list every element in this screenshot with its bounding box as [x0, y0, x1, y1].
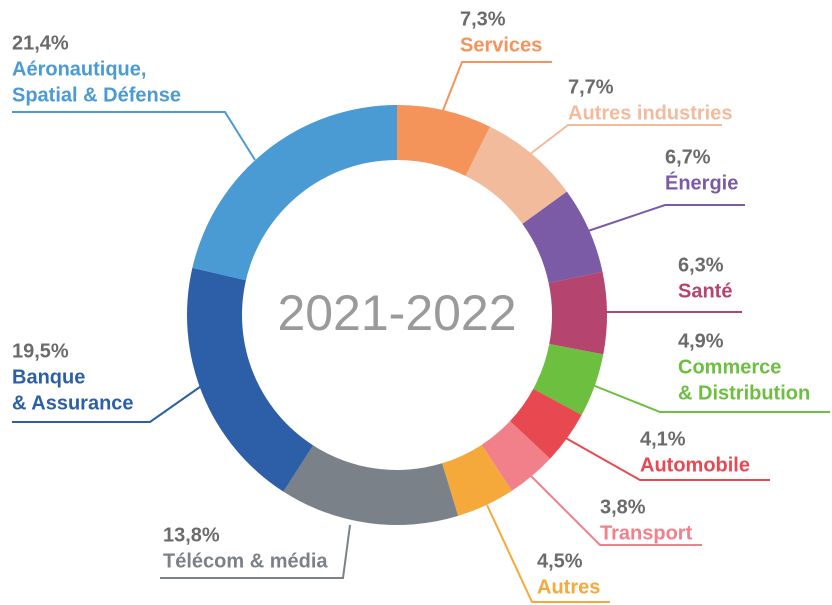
donut-slice: [548, 271, 607, 355]
donut-slice: [186, 267, 314, 492]
category-label: Banque: [12, 366, 85, 388]
value-label: 7,7%: [568, 76, 614, 98]
category-label: Santé: [678, 280, 732, 302]
leader-line: [524, 124, 722, 159]
category-label: Autres: [537, 576, 600, 598]
donut-slice: [192, 105, 397, 281]
donut-slice: [481, 421, 551, 491]
donut-slice: [533, 344, 604, 416]
leader-line: [12, 111, 256, 161]
center-label: 2021-2022: [277, 285, 516, 341]
category-label: Commerce: [678, 356, 781, 378]
category-label: Spatial & Défense: [12, 84, 181, 106]
leader-line: [486, 504, 610, 603]
value-label: 4,9%: [678, 330, 724, 352]
leader-line: [584, 204, 745, 233]
value-label: 13,8%: [163, 524, 220, 546]
category-label: Aéronautique,: [12, 58, 146, 80]
value-label: 7,3%: [460, 8, 506, 30]
donut-slice: [283, 445, 459, 526]
value-label: 4,1%: [640, 428, 686, 450]
donut-slice: [442, 444, 512, 516]
category-label: & Assurance: [12, 392, 134, 414]
category-label: Autres industries: [568, 102, 732, 124]
value-label: 3,8%: [600, 496, 646, 518]
category-label: Transport: [600, 522, 693, 544]
value-label: 6,3%: [678, 254, 724, 276]
value-label: 6,7%: [665, 146, 711, 168]
donut-slice: [509, 388, 582, 459]
leader-line: [554, 431, 770, 481]
donut-slice: [522, 191, 603, 284]
value-label: 19,5%: [12, 340, 69, 362]
donut-slice: [397, 105, 490, 177]
category-label: & Distribution: [678, 382, 810, 404]
category-label: Énergie: [665, 171, 738, 194]
leader-line: [12, 381, 208, 423]
leader-line: [584, 381, 830, 413]
value-label: 4,5%: [537, 550, 583, 572]
leader-line: [160, 524, 351, 579]
category-label: Automobile: [640, 454, 750, 476]
value-label: 21,4%: [12, 32, 69, 54]
donut-slice: [465, 126, 567, 224]
category-label: Services: [460, 34, 542, 56]
leader-line: [439, 61, 552, 119]
leader-line: [524, 469, 702, 546]
category-label: Télécom & média: [163, 550, 328, 572]
